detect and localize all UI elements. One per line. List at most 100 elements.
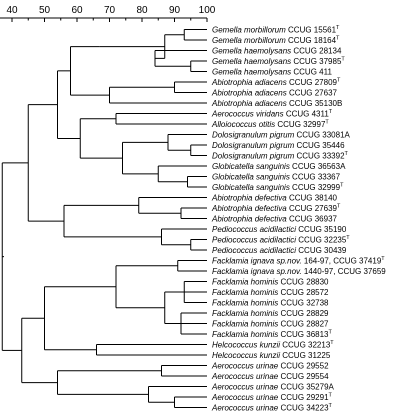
taxon-label: Alloiococcus otitis CCUG 32997T bbox=[211, 120, 329, 130]
scale-tick-label: 60 bbox=[71, 5, 83, 16]
strain-id: CCUG 411 bbox=[291, 68, 332, 77]
strain-id: CCUG 29554 bbox=[278, 372, 329, 381]
taxon-label: Globicatella sanguinis CCUG 36563A bbox=[212, 162, 346, 171]
species-name: Facklamia ignava sp.nov. bbox=[212, 267, 302, 276]
strain-id: CCUG 36563A bbox=[290, 162, 346, 171]
taxon-label: Facklamia hominis CCUG 28572 bbox=[212, 288, 329, 297]
species-name: Globicatella sanguinis bbox=[212, 173, 290, 182]
strain-id: CCUG 35446 bbox=[294, 141, 345, 150]
species-name: Facklamia hominis bbox=[212, 288, 278, 297]
species-name: Facklamia ignava sp.nov. bbox=[212, 257, 302, 266]
taxon-label: Facklamia hominis CCUG 32738 bbox=[212, 299, 329, 308]
species-name: Abiotrophia adiacens bbox=[211, 78, 287, 87]
taxon-label: Dolosigranulum pigrum CCUG 33081A bbox=[212, 131, 351, 140]
scale-tick-label: 90 bbox=[169, 5, 181, 16]
strain-id: CCUG 28134 bbox=[291, 47, 342, 56]
type-strain-mark: T bbox=[337, 204, 341, 210]
strain-id: CCUG 18164 bbox=[286, 36, 337, 45]
taxon-label: Aerococcus urinae CCUG 29552 bbox=[211, 362, 329, 371]
scale-tick-label: 40 bbox=[6, 5, 18, 16]
strain-id: CCUG 27639 bbox=[287, 204, 338, 213]
taxon-label: Abiotrophia adiacens CCUG 27809T bbox=[211, 78, 341, 88]
type-strain-mark: T bbox=[340, 183, 344, 189]
taxon-label: Gemella haemolysans CCUG 37985T bbox=[212, 57, 345, 67]
species-name: Dolosigranulum pigrum bbox=[212, 131, 295, 140]
strain-id: CCUG 35130B bbox=[287, 99, 343, 108]
taxon-label: Helcococcus kunzii CCUG 32213T bbox=[212, 340, 334, 350]
similarity-scale: 40 50 60 70 80 90 100 bbox=[0, 5, 216, 22]
taxon-label: Globicatella sanguinis CCUG 32999T bbox=[212, 183, 344, 193]
species-name: Facklamia hominis bbox=[212, 320, 278, 329]
strain-id: CCUG 28572 bbox=[278, 288, 329, 297]
strain-id: CCUG 34223 bbox=[278, 404, 329, 412]
taxon-label: Gemella haemolysans CCUG 28134 bbox=[212, 47, 342, 56]
strain-id: CCUG 30439 bbox=[296, 246, 347, 255]
strain-id: CCUG 35279A bbox=[278, 383, 334, 392]
taxon-label: Facklamia ignava sp.nov. 1440-97, CCUG 3… bbox=[212, 267, 386, 276]
species-name: Facklamia hominis bbox=[212, 299, 278, 308]
strain-id: CCUG 38140 bbox=[287, 194, 338, 203]
strain-id: CCUG 28827 bbox=[278, 320, 329, 329]
species-name: Pediococcus acidilactici bbox=[212, 246, 296, 255]
strain-id: CCUG 32997 bbox=[275, 120, 326, 129]
taxon-label: Gemella haemolysans CCUG 411 bbox=[212, 68, 332, 77]
taxon-label: Pediococcus acidilactici CCUG 30439 bbox=[212, 246, 347, 255]
taxon-label: Pediococcus acidilactici CCUG 35190 bbox=[212, 225, 347, 234]
taxon-label: Aerococcus viridans CCUG 4311T bbox=[211, 109, 333, 119]
taxon-label: Abiotrophia defectiva CCUG 27639T bbox=[211, 204, 341, 214]
taxon-label: Facklamia ignava sp.nov. 164-97, CCUG 37… bbox=[212, 256, 385, 266]
scale-tick-label: 100 bbox=[199, 5, 216, 16]
species-name: Aerococcus viridans bbox=[211, 110, 284, 119]
species-name: Gemella morbillorum bbox=[212, 36, 286, 45]
type-strain-mark: T bbox=[330, 340, 334, 346]
scale-tick-label: 70 bbox=[104, 5, 116, 16]
species-name: Aerococcus urinae bbox=[211, 372, 279, 381]
strain-id: CCUG 27809 bbox=[287, 78, 338, 87]
scale-tick-label: 80 bbox=[136, 5, 148, 16]
taxon-label: Gemella morbillorum CCUG 18164T bbox=[212, 36, 340, 46]
strain-id: CCUG 29552 bbox=[278, 362, 329, 371]
strain-id: CCUG 27637 bbox=[287, 89, 338, 98]
scale-tick-label: 50 bbox=[39, 5, 51, 16]
species-name: Pediococcus acidilactici bbox=[212, 225, 296, 234]
type-strain-mark: T bbox=[346, 235, 350, 241]
species-name: Alloiococcus otitis bbox=[211, 120, 275, 129]
species-name: Aerococcus urinae bbox=[211, 362, 279, 371]
strain-id: CCUG 36813 bbox=[278, 330, 329, 339]
type-strain-mark: T bbox=[329, 109, 333, 115]
strain-id: CCUG 36937 bbox=[287, 215, 338, 224]
strain-id: CCUG 29291 bbox=[278, 393, 329, 402]
species-name: Dolosigranulum pigrum bbox=[212, 141, 295, 150]
taxon-label: Globicatella sanguinis CCUG 33367 bbox=[212, 173, 341, 182]
type-strain-mark: T bbox=[336, 36, 340, 42]
type-strain-mark: T bbox=[329, 393, 333, 399]
type-strain-mark: T bbox=[381, 256, 385, 262]
strain-id: CCUG 15561 bbox=[286, 26, 337, 35]
species-name: Abiotrophia defectiva bbox=[211, 215, 287, 224]
species-name: Abiotrophia adiacens bbox=[211, 89, 287, 98]
species-name: Globicatella sanguinis bbox=[212, 162, 290, 171]
species-name: Abiotrophia defectiva bbox=[211, 194, 287, 203]
strain-id: CCUG 32999 bbox=[290, 183, 341, 192]
taxon-label: Abiotrophia adiacens CCUG 35130B bbox=[211, 99, 342, 108]
taxon-label: Dolosigranulum pigrum CCUG 35446 bbox=[212, 141, 345, 150]
species-name: Facklamia hominis bbox=[212, 330, 278, 339]
species-name: Facklamia hominis bbox=[212, 278, 278, 287]
strain-id: CCUG 31225 bbox=[280, 351, 331, 360]
species-name: Helcococcus kunzii bbox=[212, 351, 280, 360]
species-name: Abiotrophia defectiva bbox=[211, 204, 287, 213]
strain-id: 1440-97, CCUG 37659 bbox=[302, 267, 387, 276]
species-name: Aerococcus urinae bbox=[211, 404, 279, 412]
strain-id: CCUG 32235 bbox=[296, 236, 347, 245]
species-name: Gemella haemolysans bbox=[212, 47, 291, 56]
strain-id: CCUG 33392 bbox=[294, 152, 345, 161]
strain-id: CCUG 35190 bbox=[296, 225, 347, 234]
strain-id: 164-97, CCUG 37419 bbox=[302, 257, 382, 266]
type-strain-mark: T bbox=[341, 57, 345, 63]
taxon-label: Aerococcus urinae CCUG 29291T bbox=[211, 393, 333, 403]
species-name: Gemella morbillorum bbox=[212, 26, 286, 35]
species-name: Facklamia hominis bbox=[212, 309, 278, 318]
taxon-label: Abiotrophia defectiva CCUG 38140 bbox=[211, 194, 338, 203]
